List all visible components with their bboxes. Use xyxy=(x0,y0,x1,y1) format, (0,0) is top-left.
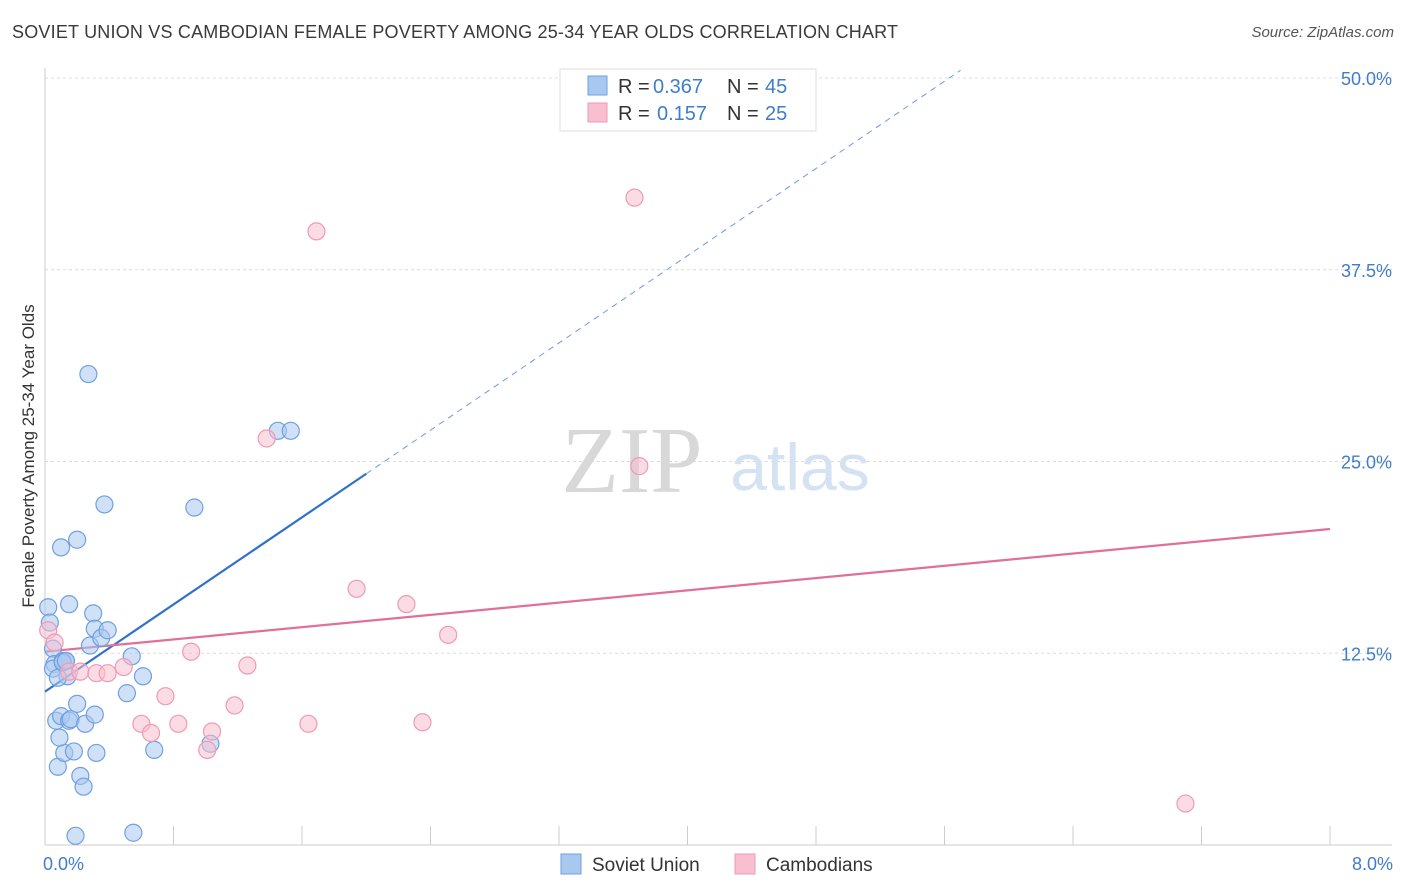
soviet-point xyxy=(66,826,85,845)
y-tick-label: 37.5% xyxy=(1341,261,1392,281)
series-legend-soviet: Soviet Union xyxy=(592,855,700,876)
legend-soviet-r-value: 0.367 xyxy=(653,76,703,98)
soviet-point xyxy=(145,740,164,759)
cambodian-point xyxy=(198,740,217,759)
legend-camb-n-value: 25 xyxy=(765,103,787,125)
y-axis-label: Female Poverty Among 25-34 Year Olds xyxy=(19,304,38,607)
soviet-point xyxy=(50,728,69,747)
soviet-point xyxy=(85,705,104,724)
cambodian-point xyxy=(307,222,326,241)
legend-soviet-n-label: N = xyxy=(727,76,759,98)
cambodian-point xyxy=(413,713,432,732)
soviet-point xyxy=(124,823,143,842)
soviet-trend-extension xyxy=(365,69,961,475)
y-tick-label: 25.0% xyxy=(1341,453,1392,473)
cambodian-point xyxy=(257,429,276,448)
soviet-point xyxy=(64,742,84,761)
soviet-point xyxy=(98,621,117,640)
cambodian-point xyxy=(71,662,90,681)
axes xyxy=(44,68,1392,846)
watermark-atlas: atlas xyxy=(730,430,869,504)
soviet-point xyxy=(95,495,114,514)
y-tick-label: 50.0% xyxy=(1341,69,1392,89)
soviet-point xyxy=(87,743,106,763)
cambodian-point xyxy=(169,714,188,733)
cambodian-point xyxy=(299,714,318,733)
soviet-point xyxy=(39,598,58,617)
legend-soviet-r-label: R = xyxy=(618,76,650,98)
cambodian-point xyxy=(347,579,366,598)
series-legend-swatch-soviet xyxy=(560,853,582,875)
series-legend-camb: Cambodians xyxy=(766,855,873,876)
source-label: Source: ZipAtlas.com xyxy=(1251,24,1394,41)
cambodian-point xyxy=(114,657,133,677)
soviet-trend-line xyxy=(44,472,367,693)
cambodian-point xyxy=(141,723,161,743)
cambodian-point xyxy=(45,633,64,652)
correlation-legend: R = 0.367 N = 45 R = 0.157 N = 25 xyxy=(559,68,817,132)
x-tick-label: 8.0% xyxy=(1352,854,1393,874)
soviet-point xyxy=(79,364,98,384)
cambodian-point xyxy=(439,625,458,644)
watermark: ZIP atlas xyxy=(562,409,870,513)
data-points xyxy=(39,188,1195,845)
cambodian-trend-line xyxy=(44,527,1331,653)
x-tick-labels: 0.0% 8.0% xyxy=(43,854,1393,874)
cambodian-point xyxy=(156,687,175,706)
legend-camb-r-value: 0.157 xyxy=(657,103,707,125)
cambodian-point xyxy=(630,457,649,476)
soviet-point xyxy=(117,684,137,703)
legend-swatch-soviet xyxy=(587,75,608,96)
cambodian-point xyxy=(182,642,201,661)
trend-lines xyxy=(44,69,1331,693)
soviet-point xyxy=(133,667,153,686)
cambodian-point xyxy=(397,595,416,614)
soviet-point xyxy=(185,498,204,517)
cambodian-point xyxy=(238,656,257,675)
cambodian-point xyxy=(625,188,644,207)
legend-swatch-camb xyxy=(587,102,608,123)
cambodian-point xyxy=(225,696,244,715)
cambodian-point xyxy=(98,664,117,683)
chart-title: SOVIET UNION VS CAMBODIAN FEMALE POVERTY… xyxy=(12,22,899,42)
soviet-point xyxy=(84,604,103,623)
soviet-point xyxy=(51,538,71,557)
y-tick-label: 12.5% xyxy=(1341,644,1392,664)
series-legend-swatch-camb xyxy=(734,853,756,875)
soviet-point xyxy=(68,530,87,549)
legend-camb-r-label: R = xyxy=(618,103,650,125)
y-tick-labels: 12.5% 25.0% 37.5% 50.0% xyxy=(1341,69,1392,664)
legend-soviet-n-value: 45 xyxy=(765,76,787,98)
soviet-point xyxy=(74,777,93,796)
legend-camb-n-label: N = xyxy=(727,103,759,125)
gridlines xyxy=(45,77,1392,654)
soviet-point xyxy=(281,421,300,440)
soviet-point xyxy=(59,595,79,614)
soviet-point xyxy=(68,694,87,713)
cambodian-point xyxy=(1176,794,1195,813)
x-tick-label: 0.0% xyxy=(43,854,84,874)
cambodian-point xyxy=(202,722,222,741)
series-legend: Soviet Union Cambodians xyxy=(560,853,873,876)
